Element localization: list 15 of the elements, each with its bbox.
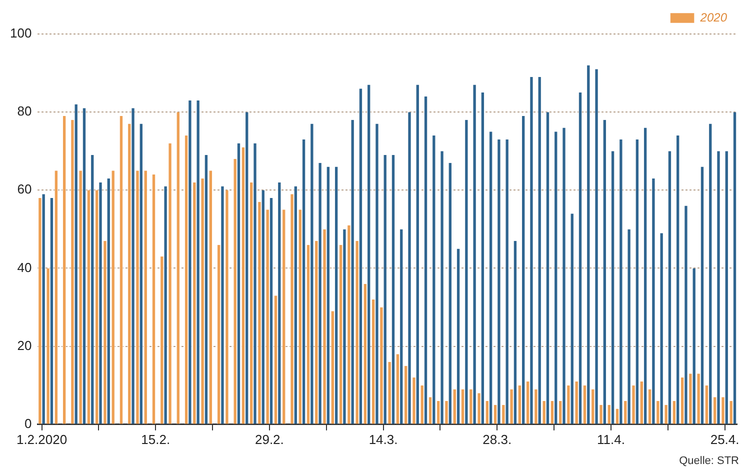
x-tick-label: 11.4. (596, 432, 625, 447)
y-tick-label: 20 (17, 338, 32, 353)
x-tick-label: 29.2. (254, 432, 284, 447)
x-tick-label: 14.3. (368, 432, 398, 447)
y-tick-label: 40 (17, 260, 32, 275)
x-tick-label: 1.2.2020 (16, 432, 68, 447)
x-tick-label: 28.3. (482, 432, 512, 447)
y-tick-label: 100 (10, 26, 32, 41)
source-note: Quelle: STR (679, 455, 739, 467)
legend-label: 2020 (699, 10, 728, 24)
y-tick-label: 60 (17, 182, 32, 197)
y-tick-label: 0 (24, 416, 32, 431)
x-tick-label: 25.4. (710, 432, 740, 447)
y-tick-label: 80 (17, 104, 32, 119)
x-tick-label: 15.2. (141, 432, 170, 447)
